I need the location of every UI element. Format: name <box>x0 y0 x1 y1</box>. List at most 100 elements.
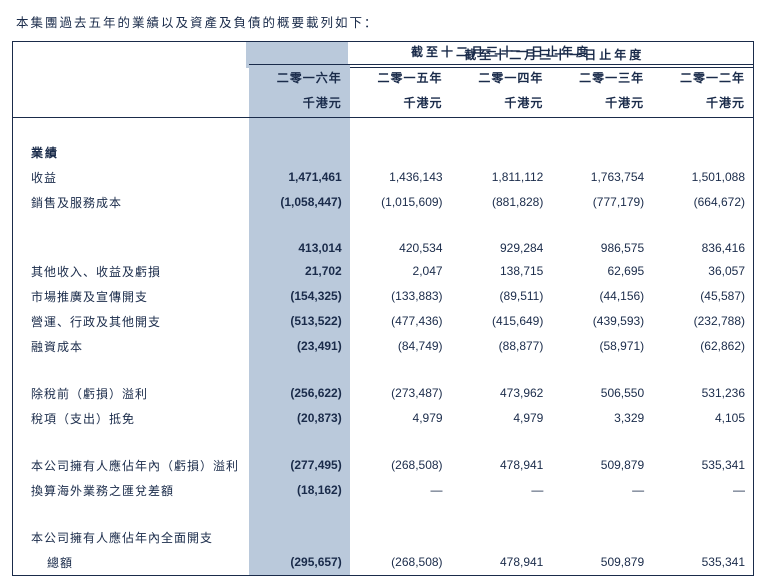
cell: 929,284 <box>451 237 552 259</box>
cell: (84,749) <box>350 334 451 359</box>
row-label: 市場推廣及宣傳開支 <box>13 284 249 309</box>
cell: 62,695 <box>551 259 652 284</box>
cell: 138,715 <box>451 259 552 284</box>
cell: (277,495) <box>249 453 350 478</box>
cell: — <box>551 478 652 503</box>
cell: 473,962 <box>451 381 552 406</box>
financial-summary-table-wrapper: 截至十二月三十一日止年度 截至十二月三十一日止年度 二零一六年 二零一五年 二零… <box>12 41 754 576</box>
table-row: 換算海外業務之匯兌差額 (18,162) — — — — <box>13 478 753 503</box>
cell: (1,015,609) <box>350 190 451 215</box>
cell: 4,979 <box>350 406 451 431</box>
cell: (133,883) <box>350 284 451 309</box>
year-row: 二零一六年 二零一五年 二零一四年 二零一三年 二零一二年 <box>13 65 753 91</box>
cell: (415,649) <box>451 309 552 334</box>
cell: (88,877) <box>451 334 552 359</box>
row-label: 營運、行政及其他開支 <box>13 309 249 334</box>
cell: (477,436) <box>350 309 451 334</box>
cell: 535,341 <box>652 550 753 575</box>
table-row: 413,014 420,534 929,284 986,575 836,416 <box>13 237 753 259</box>
intro-text: 本集團過去五年的業績以及資產及負債的概要載列如下： <box>12 12 754 31</box>
cell: 1,436,143 <box>350 165 451 190</box>
cell: 509,879 <box>551 550 652 575</box>
table-row: 除稅前（虧損）溢利 (256,622) (273,487) 473,962 50… <box>13 381 753 406</box>
cell: 836,416 <box>652 237 753 259</box>
cell: 986,575 <box>551 237 652 259</box>
table-row: 本公司擁有人應佔年內全面開支 <box>13 525 753 550</box>
cell: (881,828) <box>451 190 552 215</box>
cell: 21,702 <box>249 259 350 284</box>
spacer <box>13 359 753 381</box>
cell: (62,862) <box>652 334 753 359</box>
blank <box>13 39 249 65</box>
cell: (58,971) <box>551 334 652 359</box>
year-2016: 二零一六年 <box>249 65 350 91</box>
table-row: 本公司擁有人應佔年內（虧損）溢利 (277,495) (268,508) 478… <box>13 453 753 478</box>
cell: (89,511) <box>451 284 552 309</box>
results-label: 業績 <box>13 140 249 165</box>
year-2013: 二零一三年 <box>551 65 652 91</box>
cell: (268,508) <box>350 453 451 478</box>
table-row: 營運、行政及其他開支 (513,522) (477,436) (415,649)… <box>13 309 753 334</box>
cell: 1,471,461 <box>249 165 350 190</box>
cell: (45,587) <box>652 284 753 309</box>
cell: (44,156) <box>551 284 652 309</box>
table-row: 其他收入、收益及虧損 21,702 2,047 138,715 62,695 3… <box>13 259 753 284</box>
table-row: 融資成本 (23,491) (84,749) (88,877) (58,971)… <box>13 334 753 359</box>
unit-2013: 千港元 <box>551 90 652 118</box>
cell: 1,501,088 <box>652 165 753 190</box>
row-label: 稅項（支出）抵免 <box>13 406 249 431</box>
cell: (777,179) <box>551 190 652 215</box>
year-2012: 二零一二年 <box>652 65 753 91</box>
spacer <box>13 503 753 525</box>
cell: 36,057 <box>652 259 753 284</box>
cell: (256,622) <box>249 381 350 406</box>
blank <box>13 65 249 91</box>
cell: 413,014 <box>249 237 350 259</box>
row-label <box>13 237 249 259</box>
unit-2016: 千港元 <box>249 90 350 118</box>
cell: (439,593) <box>551 309 652 334</box>
cell: 506,550 <box>551 381 652 406</box>
year-2015: 二零一五年 <box>350 65 451 91</box>
spacer <box>13 431 753 453</box>
blank <box>249 525 350 550</box>
cell: — <box>350 478 451 503</box>
cell: (664,672) <box>652 190 753 215</box>
cell: 478,941 <box>451 550 552 575</box>
cell: (268,508) <box>350 550 451 575</box>
cell: 531,236 <box>652 381 753 406</box>
unit-2015: 千港元 <box>350 90 451 118</box>
cell: (232,788) <box>652 309 753 334</box>
table-row: 銷售及服務成本 (1,058,447) (1,015,609) (881,828… <box>13 190 753 215</box>
cell: 3,329 <box>551 406 652 431</box>
row-label: 其他收入、收益及虧損 <box>13 259 249 284</box>
cell: 1,763,754 <box>551 165 652 190</box>
cell: — <box>451 478 552 503</box>
unit-2014: 千港元 <box>451 90 552 118</box>
row-label: 本公司擁有人應佔年內全面開支 <box>13 525 249 550</box>
row-label: 除稅前（虧損）溢利 <box>13 381 249 406</box>
unit-row: 千港元 千港元 千港元 千港元 千港元 <box>13 90 753 118</box>
row-label: 本公司擁有人應佔年內（虧損）溢利 <box>13 453 249 478</box>
financial-summary-table-main: 截至十二月三十一日止年度 二零一六年 二零一五年 二零一四年 二零一三年 二零一… <box>13 39 753 575</box>
row-label: 銷售及服務成本 <box>13 190 249 215</box>
table-row: 總額 (295,657) (268,508) 478,941 509,879 5… <box>13 550 753 575</box>
cell: 478,941 <box>451 453 552 478</box>
blank <box>249 140 350 165</box>
cell: 2,047 <box>350 259 451 284</box>
cell: (154,325) <box>249 284 350 309</box>
row-label: 融資成本 <box>13 334 249 359</box>
blank <box>13 90 249 118</box>
cell: — <box>652 478 753 503</box>
cell: (273,487) <box>350 381 451 406</box>
cell: (513,522) <box>249 309 350 334</box>
cell: (23,491) <box>249 334 350 359</box>
cell: (18,162) <box>249 478 350 503</box>
cell: 4,979 <box>451 406 552 431</box>
table-row: 市場推廣及宣傳開支 (154,325) (133,883) (89,511) (… <box>13 284 753 309</box>
cell: 420,534 <box>350 237 451 259</box>
table-row: 收益 1,471,461 1,436,143 1,811,112 1,763,7… <box>13 165 753 190</box>
spacer <box>13 118 753 140</box>
row-label-cont: 總額 <box>13 550 249 575</box>
cell: 509,879 <box>551 453 652 478</box>
